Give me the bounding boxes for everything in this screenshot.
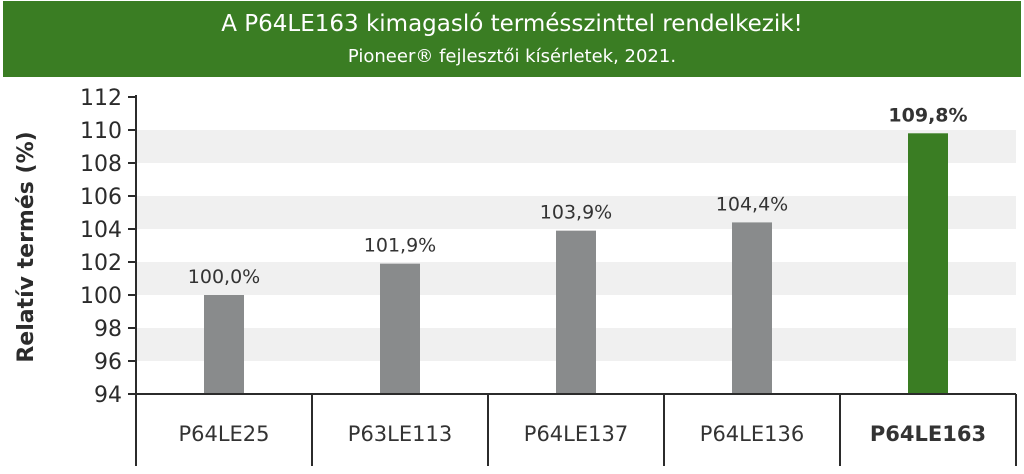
y-tick-label: 98 [94,317,122,342]
y-tick-label: 106 [80,185,122,210]
bar [732,222,772,394]
bar-value-label: 100,0% [188,266,260,288]
y-tick-label: 104 [80,218,122,243]
y-tick-label: 102 [80,251,122,276]
bar [204,295,244,394]
y-tick-label: 112 [80,86,122,111]
y-tick-label: 110 [80,119,122,144]
chart-banner: A P64LE163 kimagasló termésszinttel rend… [3,1,1021,77]
y-tick-label: 96 [94,350,122,375]
y-tick-label: 94 [94,383,122,408]
x-tick-label: P64LE136 [700,422,804,446]
x-axis: P64LE25 P63LE113 P64LE137 P64LE136 P64LE163 [135,393,1017,466]
chart-subtitle: Pioneer® fejlesztői kísérletek, 2021. [347,46,677,67]
grid-band [136,130,1016,163]
bar-value-label: 104,4% [716,193,788,215]
bars: 100,0% 101,9% 103,9% 104,4% 109,8% [188,104,968,395]
grid-band [136,196,1016,229]
bar [556,230,596,394]
x-tick-label: P64LE25 [178,422,269,446]
x-tick-label: P63LE113 [348,422,452,446]
chart-title: A P64LE163 kimagasló termésszinttel rend… [221,11,803,37]
bar [908,133,948,395]
bar-value-label: 101,9% [364,235,436,257]
bar [380,263,420,394]
y-tick-label: 108 [80,152,122,177]
bar-value-label: 109,8% [888,104,967,126]
y-tick-label: 100 [80,284,122,309]
x-tick-label: P64LE163 [870,422,986,446]
x-tick-label: P64LE137 [524,422,628,446]
bar-value-label: 103,9% [540,202,612,224]
y-axis: 94 96 98 100 102 104 106 108 110 112 [80,86,137,408]
y-axis-label: Relatív termés (%) [14,131,39,362]
